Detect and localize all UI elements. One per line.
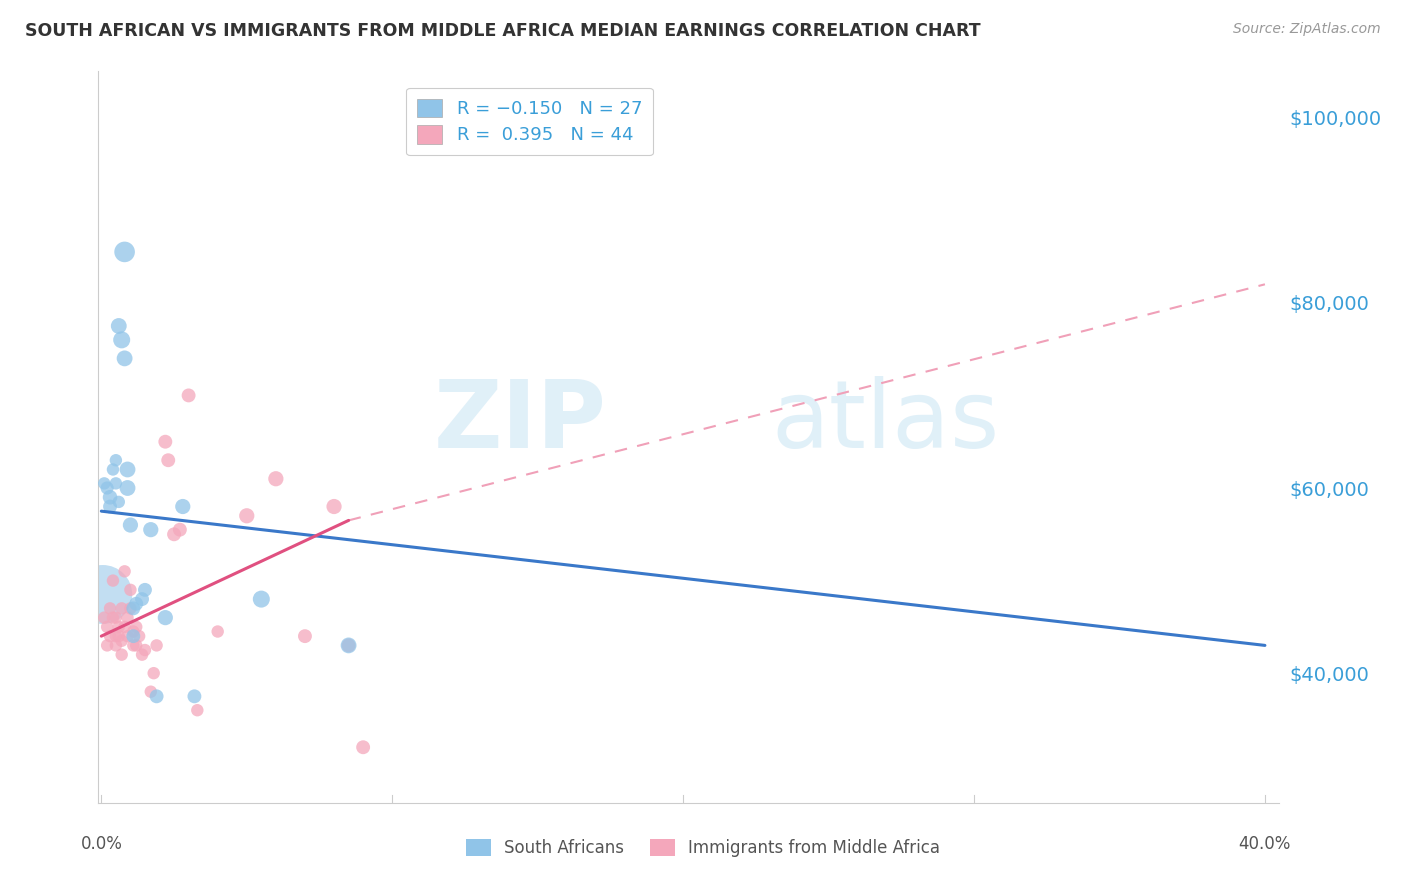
Point (117, 629, 139, 643)
Point (104, 476, 127, 491)
Point (145, 639, 167, 653)
Point (177, 388, 200, 402)
Point (145, 690, 167, 704)
Point (98, 490, 121, 504)
Point (207, 624, 229, 639)
Point (264, 472, 287, 486)
Point (96, 639, 118, 653)
Point (111, 333, 134, 347)
Point (117, 610, 139, 624)
Point (96, 620, 118, 634)
Point (337, 639, 360, 653)
Point (122, 639, 145, 653)
Text: 0.0%: 0.0% (80, 835, 122, 854)
Point (107, 318, 129, 333)
Point (128, 629, 150, 643)
Point (96, 481, 118, 495)
Point (120, 518, 142, 533)
Point (131, 592, 153, 607)
Point (117, 462, 139, 476)
Point (134, 643, 156, 657)
Point (131, 648, 153, 662)
Point (111, 601, 134, 615)
Point (93, 610, 115, 624)
Point (107, 629, 129, 643)
Text: atlas: atlas (772, 376, 1000, 468)
Legend: South Africans, Immigrants from Middle Africa: South Africans, Immigrants from Middle A… (460, 832, 946, 864)
Point (104, 639, 127, 653)
Legend: R = −0.150   N = 27, R =  0.395   N = 44: R = −0.150 N = 27, R = 0.395 N = 44 (406, 87, 652, 155)
Point (122, 624, 145, 639)
Point (98, 601, 121, 615)
Point (91, 587, 114, 601)
Point (120, 601, 142, 615)
Text: 40.0%: 40.0% (1239, 835, 1291, 854)
Text: SOUTH AFRICAN VS IMMIGRANTS FROM MIDDLE AFRICA MEDIAN EARNINGS CORRELATION CHART: SOUTH AFRICAN VS IMMIGRANTS FROM MIDDLE … (25, 22, 981, 40)
Point (104, 610, 127, 624)
Text: ZIP: ZIP (433, 376, 606, 468)
Point (98, 629, 121, 643)
Point (120, 582, 142, 597)
Point (183, 690, 205, 704)
Point (122, 629, 145, 643)
Point (107, 620, 129, 634)
Point (155, 610, 177, 624)
Point (134, 582, 156, 597)
Point (125, 597, 148, 611)
Point (337, 639, 360, 653)
Point (114, 620, 136, 634)
Point (294, 629, 316, 643)
Point (139, 523, 162, 537)
Point (139, 684, 162, 698)
Point (104, 453, 127, 467)
Point (122, 601, 145, 615)
Point (186, 703, 208, 717)
Point (114, 244, 136, 259)
Point (155, 434, 177, 449)
Point (114, 351, 136, 366)
Text: Source: ZipAtlas.com: Source: ZipAtlas.com (1233, 22, 1381, 37)
Point (101, 574, 124, 588)
Point (111, 648, 134, 662)
Point (104, 629, 127, 643)
Point (169, 523, 191, 537)
Point (117, 481, 139, 495)
Point (157, 453, 180, 467)
Point (172, 500, 194, 514)
Point (98, 500, 121, 514)
Point (163, 527, 186, 541)
Point (93, 476, 115, 491)
Point (111, 633, 134, 648)
Point (236, 508, 259, 523)
Point (250, 592, 273, 607)
Point (323, 500, 346, 514)
Point (101, 462, 124, 476)
Point (107, 495, 129, 509)
Point (142, 666, 165, 681)
Point (125, 639, 148, 653)
Point (352, 740, 374, 755)
Point (114, 565, 136, 579)
Point (101, 610, 124, 624)
Point (125, 620, 148, 634)
